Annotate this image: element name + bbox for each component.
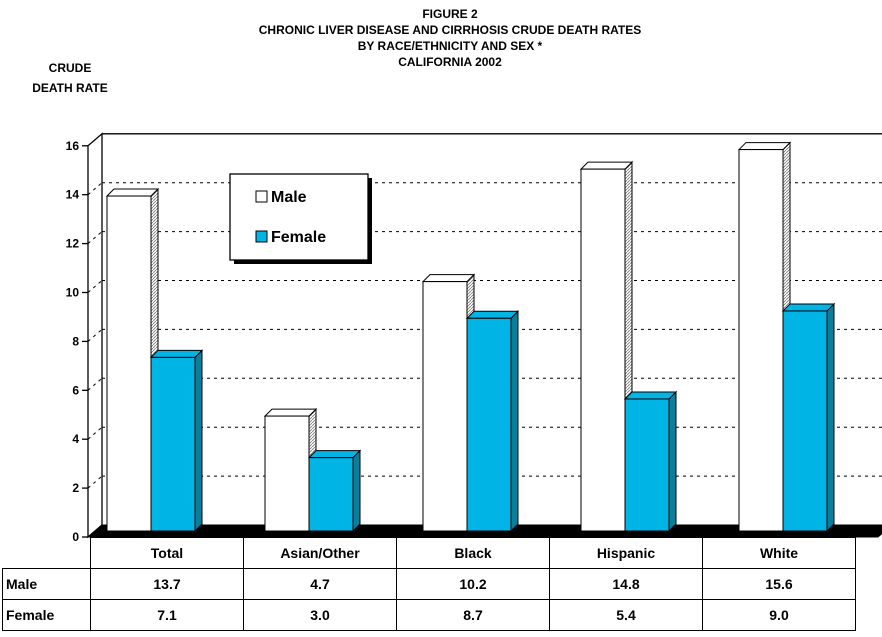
bar-male-top xyxy=(421,274,476,283)
y-axis-label: CRUDE DEATH RATE xyxy=(20,58,120,98)
table-header-cell: Black xyxy=(396,537,550,569)
table-row-label: Female xyxy=(2,599,91,631)
chart-title: FIGURE 2 CHRONIC LIVER DISEASE AND CIRRH… xyxy=(190,6,710,70)
bar-male-top xyxy=(105,188,160,197)
y-axis-label-line: CRUDE xyxy=(48,61,92,75)
y-tick-label: 0 xyxy=(72,530,79,544)
bar-male xyxy=(106,195,152,532)
table-row-male: Male 13.7 4.7 10.2 14.8 15.6 xyxy=(2,568,856,600)
y-tick-label: 12 xyxy=(66,237,80,251)
bar-female-side xyxy=(510,310,519,533)
legend-label: Male xyxy=(271,189,307,206)
table-header-cell: Asian/Other xyxy=(243,537,397,569)
legend-swatch xyxy=(255,230,268,243)
table-cell: 8.7 xyxy=(396,599,550,631)
gridline-depth xyxy=(87,475,103,489)
table-cell: 14.8 xyxy=(549,568,703,600)
bar-male xyxy=(422,281,468,532)
bar-female xyxy=(308,457,354,532)
bar-female-top xyxy=(307,450,362,459)
y-tick-label: 10 xyxy=(66,286,80,300)
y-tick-label: 16 xyxy=(66,139,80,153)
bar-female xyxy=(782,310,828,532)
y-tick-label: 14 xyxy=(66,188,80,202)
table-cell: 7.1 xyxy=(90,599,244,631)
bar-female xyxy=(624,398,670,532)
table-row-label: Male xyxy=(2,568,91,600)
table-cell: 3.0 xyxy=(243,599,397,631)
y-axis-label-line: DEATH RATE xyxy=(32,81,108,95)
table-cell: 10.2 xyxy=(396,568,550,600)
gridline-depth xyxy=(87,280,103,293)
title-line: CHRONIC LIVER DISEASE AND CIRRHOSIS CRUD… xyxy=(258,23,642,37)
bar-male-top xyxy=(579,161,634,170)
bar-female-top xyxy=(781,303,836,312)
legend-swatch xyxy=(255,190,268,203)
legend xyxy=(229,173,369,261)
table-header-cell: Total xyxy=(90,537,244,569)
table-header-row: Total Asian/Other Black Hispanic White xyxy=(2,537,856,569)
bar-male xyxy=(264,415,310,532)
bar-female-top xyxy=(623,391,678,400)
bar-female-side xyxy=(826,302,835,533)
title-line: FIGURE 2 xyxy=(422,7,478,21)
table-cell: 5.4 xyxy=(549,599,703,631)
table-cell: 13.7 xyxy=(90,568,244,600)
table-cell: 15.6 xyxy=(702,568,856,600)
y-tick-label: 4 xyxy=(72,432,79,446)
table-cell: 9.0 xyxy=(702,599,856,631)
table-cell: 4.7 xyxy=(243,568,397,600)
bar-male xyxy=(580,168,626,532)
gridline-depth xyxy=(87,182,103,196)
gridline-depth xyxy=(87,377,103,391)
data-table: Total Asian/Other Black Hispanic White M… xyxy=(2,537,856,631)
gridline-depth xyxy=(87,426,103,440)
legend-label: Female xyxy=(271,229,326,246)
gridline-depth xyxy=(87,231,103,244)
title-line: BY RACE/ETHNICITY AND SEX * xyxy=(357,39,543,53)
bar-female xyxy=(150,356,196,532)
bar-male-top xyxy=(737,142,792,151)
table-header-cell: Hispanic xyxy=(549,537,703,569)
bar-female-side xyxy=(352,449,361,533)
gridline-depth xyxy=(87,329,103,342)
table-corner xyxy=(2,537,91,569)
title-line: CALIFORNIA 2002 xyxy=(398,55,502,69)
bar-female-side xyxy=(194,349,203,533)
table-row-female: Female 7.1 3.0 8.7 5.4 9.0 xyxy=(2,599,856,631)
table-header-cell: White xyxy=(702,537,856,569)
bar-female-top xyxy=(465,310,520,319)
bar-female-side xyxy=(668,390,677,533)
y-tick-label: 2 xyxy=(72,481,79,495)
bar-male-top xyxy=(263,408,318,417)
y-tick-label: 8 xyxy=(72,334,79,348)
bar-male xyxy=(738,149,784,532)
bar-female-top xyxy=(149,349,204,358)
bar-female xyxy=(466,317,512,532)
y-tick-label: 6 xyxy=(72,383,79,397)
